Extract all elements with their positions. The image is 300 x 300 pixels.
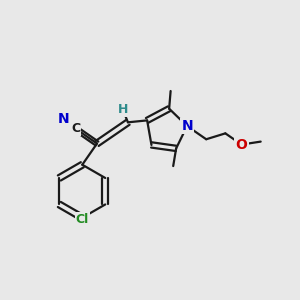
Text: C: C: [71, 122, 80, 135]
Text: N: N: [58, 112, 69, 126]
Text: N: N: [181, 119, 193, 133]
Text: H: H: [117, 103, 128, 116]
Text: O: O: [236, 138, 247, 152]
Text: Cl: Cl: [76, 213, 89, 226]
